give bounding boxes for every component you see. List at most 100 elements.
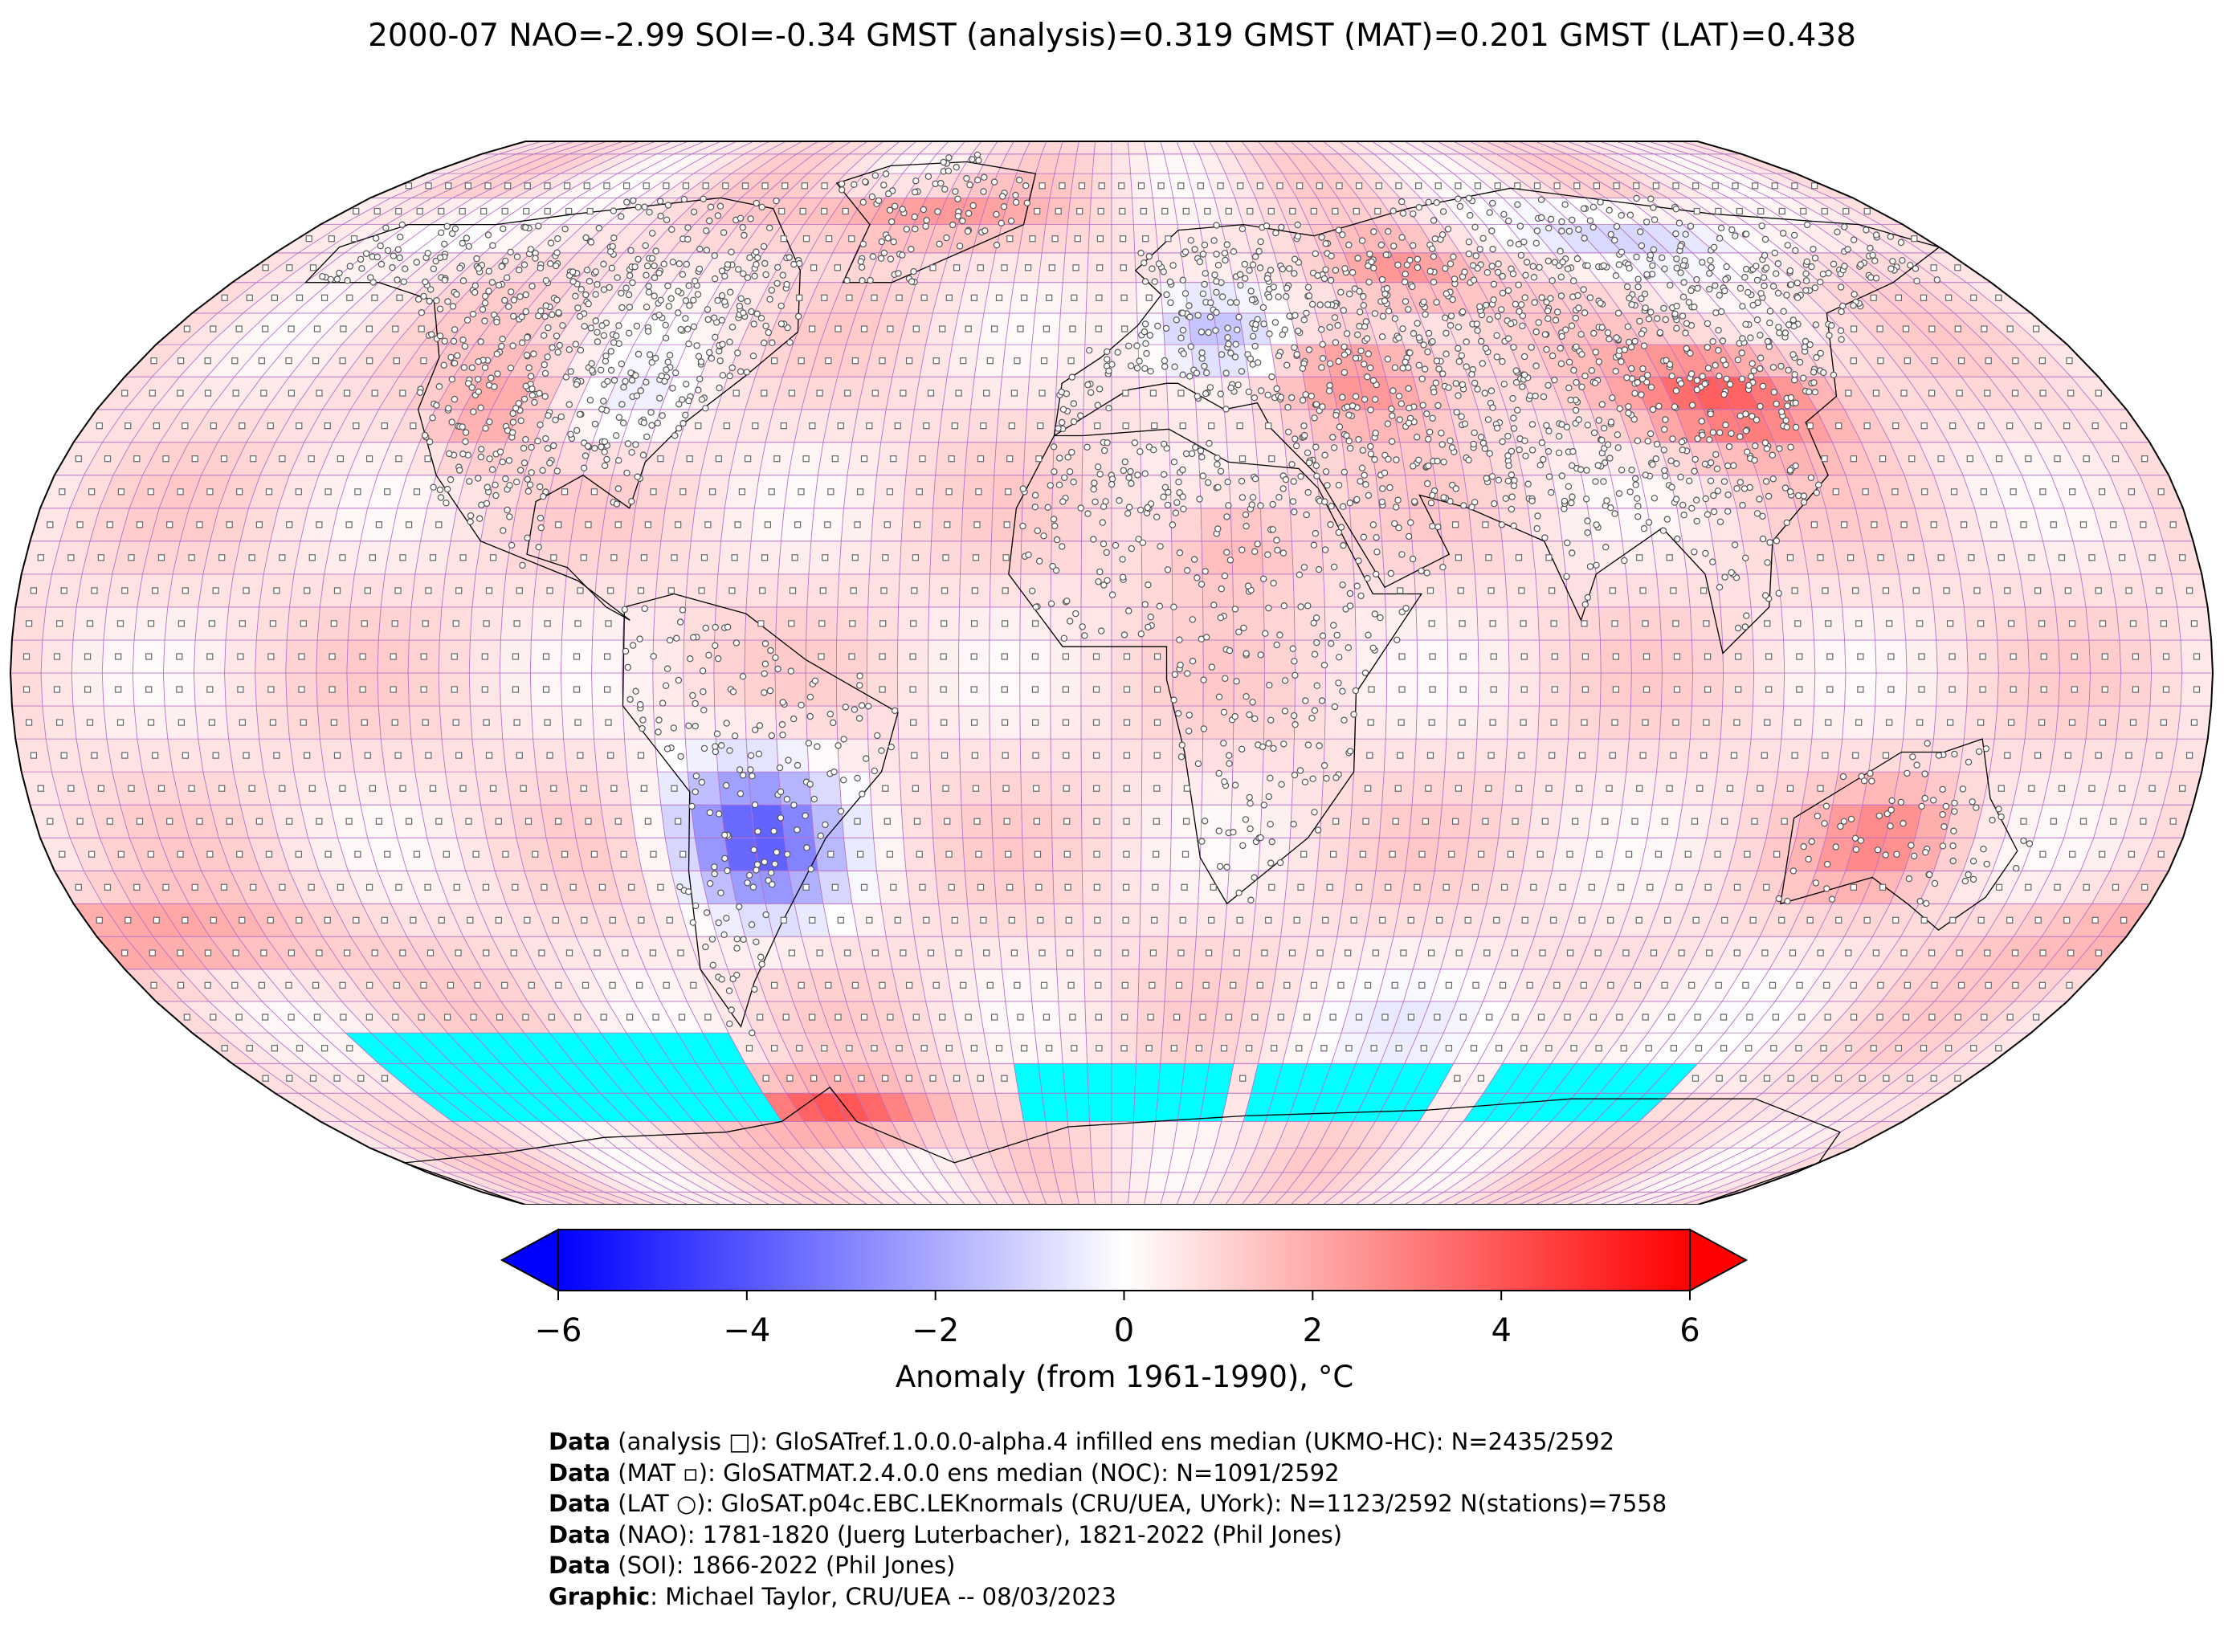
mat-grid-marker	[501, 981, 508, 989]
lat-station-marker	[1775, 895, 1783, 903]
mat-grid-marker	[1611, 620, 1618, 627]
mat-grid-marker	[381, 422, 388, 430]
grid-cell	[777, 771, 812, 806]
lat-station-marker	[723, 781, 730, 789]
lat-station-marker	[1773, 537, 1781, 545]
lat-station-marker	[1614, 444, 1622, 451]
mat-grid-marker	[250, 883, 257, 891]
mat-grid-marker	[1147, 1014, 1154, 1021]
mat-grid-marker	[1485, 554, 1492, 561]
mat-grid-marker	[1609, 752, 1616, 759]
mat-grid-marker	[2095, 752, 2102, 759]
lat-station-marker	[729, 688, 737, 695]
lat-station-marker	[766, 687, 774, 695]
lat-station-marker	[478, 446, 485, 453]
mat-grid-marker	[1033, 818, 1041, 825]
mat-grid-marker	[970, 653, 977, 660]
mat-grid-marker	[1757, 785, 1764, 792]
mat-grid-marker	[2190, 620, 2197, 627]
lat-station-marker	[1769, 475, 1777, 483]
lat-station-marker	[1940, 822, 1948, 830]
lat-station-marker	[1555, 449, 1563, 457]
lat-station-marker	[615, 457, 622, 464]
mat-grid-marker	[150, 981, 157, 989]
mat-grid-marker	[1236, 422, 1243, 430]
grid-cell	[1062, 1063, 1089, 1094]
lat-station-marker	[1357, 592, 1365, 600]
lat-station-marker	[1621, 557, 1628, 565]
mat-grid-marker	[286, 1075, 293, 1082]
lat-station-marker	[1225, 752, 1233, 759]
mat-grid-marker	[1422, 818, 1430, 825]
mat-grid-marker	[328, 686, 336, 693]
lat-station-marker	[1721, 573, 1728, 581]
lat-station-marker	[1423, 479, 1431, 487]
lat-station-marker	[1644, 438, 1651, 445]
lat-station-marker	[1300, 422, 1308, 430]
lat-station-marker	[859, 790, 866, 797]
mat-grid-marker	[424, 883, 431, 891]
lat-station-marker	[562, 373, 570, 381]
lat-station-marker	[1031, 492, 1039, 499]
lat-station-marker	[467, 518, 474, 525]
mat-grid-marker	[1715, 981, 1722, 989]
lat-station-marker	[1214, 525, 1222, 532]
lat-station-marker	[459, 423, 466, 430]
mat-grid-marker	[882, 785, 889, 792]
lat-station-marker	[1323, 774, 1330, 782]
lat-station-marker	[750, 846, 757, 854]
mat-grid-marker	[147, 850, 154, 858]
mat-grid-marker	[1177, 949, 1185, 957]
lat-station-marker	[1265, 604, 1272, 612]
mat-grid-marker	[30, 587, 38, 594]
lat-station-marker	[1951, 799, 1958, 807]
grid-cell	[1093, 1191, 1112, 1205]
grid-cell	[1111, 1191, 1130, 1205]
mat-grid-marker	[1564, 1014, 1571, 1021]
mat-grid-marker	[1695, 1045, 1703, 1052]
mat-grid-marker	[1920, 916, 1928, 924]
lat-station-marker	[1144, 504, 1152, 512]
mat-grid-marker	[279, 785, 286, 792]
mat-grid-marker	[53, 686, 61, 693]
mat-grid-marker	[418, 1014, 425, 1021]
mat-grid-marker	[1065, 916, 1072, 924]
grid-cell	[1088, 1092, 1112, 1122]
mat-grid-marker	[980, 916, 987, 924]
mat-grid-marker	[1443, 883, 1450, 891]
lat-station-marker	[492, 481, 499, 489]
mat-grid-marker	[640, 785, 648, 792]
mat-grid-marker	[1003, 521, 1010, 528]
mat-grid-marker	[152, 587, 159, 594]
lat-station-marker	[723, 720, 730, 727]
lat-station-marker	[1415, 456, 1422, 464]
mat-grid-marker	[569, 883, 577, 891]
lat-station-marker	[545, 412, 552, 419]
mat-grid-marker	[267, 422, 274, 430]
lat-station-marker	[1246, 711, 1253, 719]
mat-grid-marker	[1482, 818, 1489, 825]
lat-station-marker	[1611, 510, 1618, 517]
grid-cell	[1038, 1063, 1066, 1094]
lat-station-marker	[711, 863, 718, 871]
mat-grid-marker	[581, 916, 588, 924]
lat-station-marker	[1725, 443, 1733, 451]
mat-grid-marker	[1455, 949, 1463, 957]
mat-grid-marker	[1675, 883, 1683, 891]
mat-grid-marker	[399, 785, 406, 792]
mat-grid-marker	[1320, 1045, 1328, 1052]
grid-cell	[1092, 1172, 1112, 1193]
mat-grid-marker	[1520, 1045, 1528, 1052]
grid-cell	[1259, 804, 1292, 838]
lat-station-marker	[622, 377, 629, 385]
mat-grid-marker	[546, 752, 553, 759]
mat-grid-marker	[1398, 719, 1405, 726]
mat-grid-marker	[1066, 949, 1074, 957]
mat-grid-marker	[104, 455, 112, 463]
mat-grid-marker	[555, 981, 562, 989]
mat-grid-marker	[1928, 1014, 1936, 1021]
mat-grid-marker	[650, 488, 657, 496]
mat-grid-marker	[605, 719, 612, 726]
mat-grid-marker	[941, 752, 949, 759]
mat-grid-marker	[850, 587, 857, 594]
